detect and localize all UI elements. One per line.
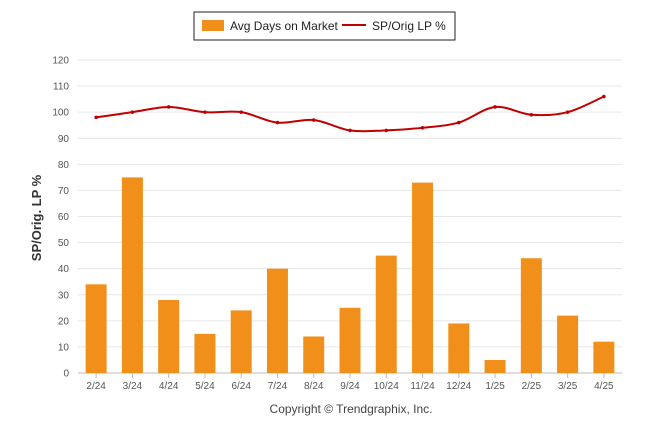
x-tick-label: 7/24 (268, 381, 288, 392)
bar (339, 307, 361, 373)
bar (593, 341, 615, 373)
legend: Avg Days on Market SP/Orig LP % (193, 11, 456, 41)
bar (484, 359, 506, 373)
bar (557, 315, 579, 373)
line-point (203, 110, 207, 114)
x-tick-label: 8/24 (304, 381, 324, 392)
x-tick-label: 9/24 (340, 381, 360, 392)
legend-line-label: SP/Orig LP % (372, 19, 446, 33)
bar (194, 333, 216, 373)
x-tick-label: 2/25 (522, 381, 542, 392)
axes: 0 10 20 30 40 50 60 70 80 90 100 110 120 2/24 3/24 4/24… (52, 56, 614, 393)
y-tick-label: 110 (53, 82, 69, 93)
x-tick-label: 4/24 (159, 381, 179, 392)
y-tick-label: 90 (58, 134, 70, 145)
y-tick-label: 70 (58, 186, 70, 197)
y-tick-label: 60 (58, 212, 70, 223)
legend-box (193, 11, 456, 41)
line-point (529, 112, 534, 117)
line-point (130, 110, 135, 114)
y-tick-label: 0 (63, 369, 69, 380)
line-series (94, 94, 606, 133)
line-point (565, 110, 570, 114)
x-tick-label: 2/24 (86, 381, 106, 392)
y-tick-label: 30 (58, 290, 70, 301)
line-point (239, 110, 243, 114)
line-point (166, 105, 171, 109)
bar (266, 268, 288, 373)
bar (230, 310, 252, 373)
y-tick-label: 80 (58, 160, 70, 171)
line-point (348, 128, 352, 133)
y-tick-label: 40 (58, 264, 70, 275)
line-point (311, 118, 316, 122)
copyright-credit: Copyright © Trendgraphix, Inc. (270, 402, 433, 416)
x-tick-label: 10/24 (374, 381, 399, 392)
bar-series (85, 177, 615, 373)
x-tick-label: 12/24 (446, 381, 471, 392)
y-tick-label: 50 (58, 238, 70, 249)
y-axis-title: SP/Orig. LP % (29, 174, 44, 261)
line-point (275, 120, 280, 125)
bar (448, 323, 470, 373)
line-point (493, 105, 497, 109)
x-tick-label: 3/25 (558, 381, 578, 392)
bar (520, 258, 542, 373)
y-tick-label: 10 (58, 342, 70, 353)
x-tick-label: 5/24 (195, 381, 215, 392)
line-path (95, 95, 605, 133)
bar (412, 182, 434, 373)
x-tick-label: 1/25 (485, 381, 505, 392)
x-tick-label: 3/24 (123, 381, 143, 392)
bar (303, 336, 325, 373)
bar (121, 177, 143, 373)
legend-bar-swatch (202, 20, 224, 31)
x-tick-label: 6/24 (231, 381, 251, 392)
bar (85, 284, 107, 373)
y-tick-label: 100 (52, 108, 69, 119)
line-point (420, 126, 425, 130)
line-point (94, 115, 98, 120)
x-tick-label: 4/25 (594, 381, 614, 392)
y-tick-label: 120 (52, 56, 69, 67)
bar (158, 299, 180, 373)
line-point (384, 128, 389, 133)
bar (375, 255, 397, 373)
line-point (602, 94, 606, 99)
line-point (457, 120, 461, 125)
x-tick-label: 11/24 (410, 381, 435, 392)
y-tick-label: 20 (58, 316, 70, 327)
legend-bar-label: Avg Days on Market (230, 19, 338, 33)
